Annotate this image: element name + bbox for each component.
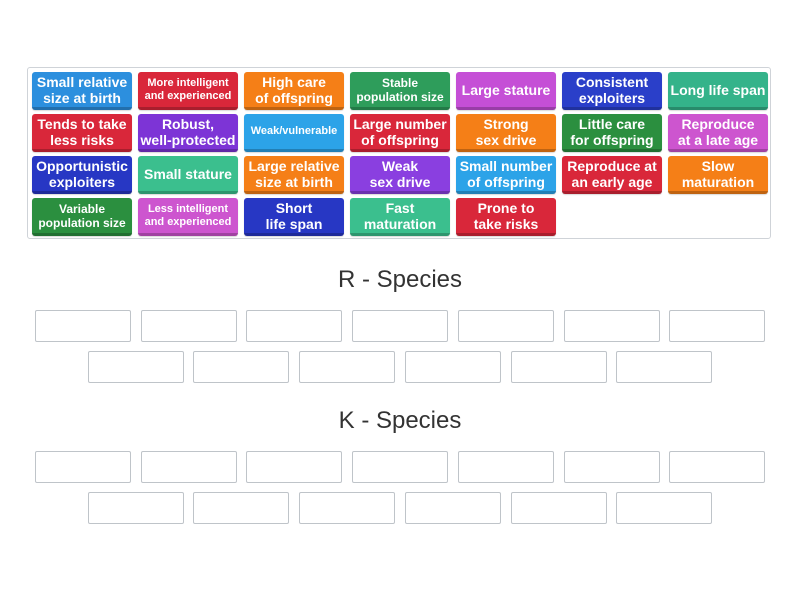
k-species-drop-slot[interactable]: [35, 451, 131, 483]
r-species-drop-slot[interactable]: [405, 351, 501, 383]
draggable-tile[interactable]: Variable population size: [32, 198, 132, 236]
k-species-drop-slot[interactable]: [564, 451, 660, 483]
draggable-tile[interactable]: Strong sex drive: [456, 114, 556, 152]
draggable-tile[interactable]: Large relative size at birth: [244, 156, 344, 194]
draggable-tile[interactable]: Stable population size: [350, 72, 450, 110]
draggable-tile[interactable]: Short life span: [244, 198, 344, 236]
r-species-drop-slot[interactable]: [35, 310, 131, 342]
r-species-drop-slot[interactable]: [141, 310, 237, 342]
k-species-drop-slot[interactable]: [88, 492, 184, 524]
r-species-drop-slot[interactable]: [616, 351, 712, 383]
tile-pool: Small relative size at birth More intelli…: [27, 67, 771, 239]
r-species-drop-slot[interactable]: [193, 351, 289, 383]
draggable-tile[interactable]: Long life span: [668, 72, 768, 110]
group-title-r-species: R - Species: [337, 266, 463, 293]
draggable-tile[interactable]: Less intelligent and experienced: [138, 198, 238, 236]
k-species-drop-slot[interactable]: [141, 451, 237, 483]
k-species-drop-slot[interactable]: [511, 492, 607, 524]
draggable-tile[interactable]: Consistent exploiters: [562, 72, 662, 110]
draggable-tile[interactable]: Reproduce at an early age: [562, 156, 662, 194]
r-species-drop-slot[interactable]: [511, 351, 607, 383]
k-species-drop-slot[interactable]: [246, 451, 342, 483]
draggable-tile[interactable]: Small relative size at birth: [32, 72, 132, 110]
draggable-tile[interactable]: Fast maturation: [350, 198, 450, 236]
r-species-drop-slot[interactable]: [246, 310, 342, 342]
draggable-tile[interactable]: Small number of offspring: [456, 156, 556, 194]
r-species-drop-slot[interactable]: [564, 310, 660, 342]
draggable-tile[interactable]: Tends to take less risks: [32, 114, 132, 152]
draggable-tile[interactable]: Robust, well-protected: [138, 114, 238, 152]
r-species-drop-slot[interactable]: [669, 310, 765, 342]
draggable-tile[interactable]: Opportunistic exploiters: [32, 156, 132, 194]
draggable-tile[interactable]: Little care for offspring: [562, 114, 662, 152]
draggable-tile[interactable]: Weak sex drive: [350, 156, 450, 194]
draggable-tile[interactable]: More intelligent and experienced: [138, 72, 238, 110]
r-species-drop-slot[interactable]: [352, 310, 448, 342]
draggable-tile[interactable]: High care of offspring: [244, 72, 344, 110]
r-species-drop-slot[interactable]: [299, 351, 395, 383]
k-species-drop-slot[interactable]: [299, 492, 395, 524]
draggable-tile[interactable]: Slow maturation: [668, 156, 768, 194]
k-species-drop-slot[interactable]: [193, 492, 289, 524]
k-species-drop-slot[interactable]: [669, 451, 765, 483]
k-species-drop-slot[interactable]: [405, 492, 501, 524]
k-species-drop-slot[interactable]: [352, 451, 448, 483]
draggable-tile[interactable]: Large number of offspring: [350, 114, 450, 152]
r-species-drop-slot[interactable]: [88, 351, 184, 383]
r-species-drop-slot[interactable]: [458, 310, 554, 342]
k-species-drop-slot[interactable]: [616, 492, 712, 524]
draggable-tile[interactable]: Weak/vulnerable: [244, 114, 344, 152]
draggable-tile[interactable]: Small stature: [138, 156, 238, 194]
draggable-tile[interactable]: Reproduce at a late age: [668, 114, 768, 152]
draggable-tile[interactable]: Large stature: [456, 72, 556, 110]
draggable-tile[interactable]: Prone to take risks: [456, 198, 556, 236]
group-title-k-species: K - Species: [338, 407, 462, 434]
k-species-drop-slot[interactable]: [458, 451, 554, 483]
